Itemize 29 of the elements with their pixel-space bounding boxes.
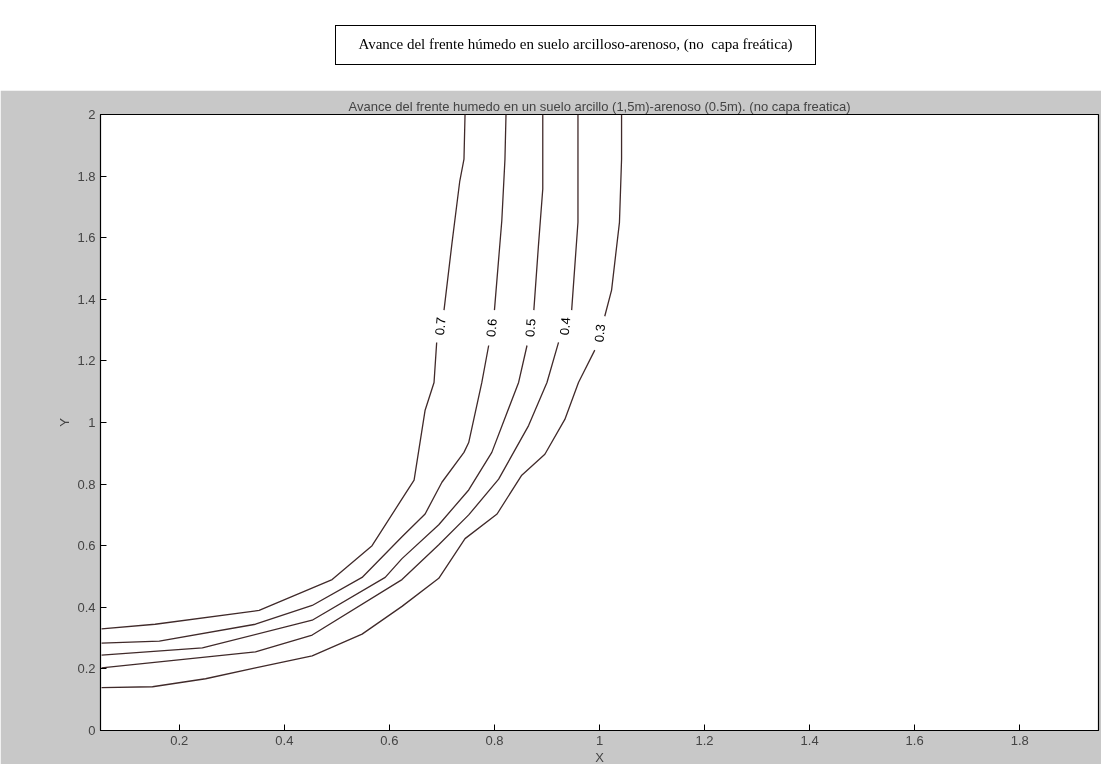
text: 0.7 [432,316,449,336]
chart-title: Avance del frente húmedo en suelo arcilloso-arenoso, (no capa freática) [335,25,816,65]
y-tick-label: 1.2 [77,353,96,369]
text: 0.4 [556,316,574,336]
x-tick-label: 0.6 [380,732,399,748]
y-tick-label: 2 [88,107,96,122]
y-tick-label: 0.6 [77,538,96,554]
x-tick-label: 1 [595,732,604,748]
y-tick-label: 1.8 [77,168,96,184]
chart-subtitle: Avance del frente humedo en un suelo arcillo (1,5m)-arenoso (0.5m). (no capa freatica) [348,98,851,114]
y-tick-label: 1 [88,415,96,430]
y-tick-label: 0 [88,723,96,738]
x-tick-label: 0.8 [485,732,504,748]
y-tick-label: 0.8 [77,476,96,492]
text: 0.6 [483,318,500,338]
text: 0.3 [591,323,608,343]
x-tick-label: 1.4 [800,732,819,748]
x-tick-label: 1.2 [695,732,714,748]
text: 0.5 [522,318,539,338]
x-axis-title: X [595,749,605,764]
x-tick-label: 0.2 [170,732,189,748]
y-tick-label: 1.4 [77,291,96,307]
y-axis-title: Y [57,417,73,427]
y-tick-label: 0.2 [77,661,96,677]
y-tick-label: 0.4 [77,599,96,615]
x-tick-label: 1.6 [905,732,924,748]
y-tick-label: 1.6 [77,230,96,246]
x-tick-label: 0.4 [275,732,294,748]
x-tick-label: 1.8 [1010,732,1029,748]
